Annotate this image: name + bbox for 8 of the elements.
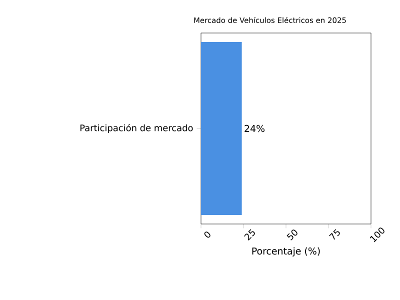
x-tick-label: 75 <box>328 229 340 240</box>
x-axis-title: Porcentaje (%) <box>252 247 320 256</box>
x-tick-label: 0 <box>204 232 210 238</box>
data-label: 24% <box>244 124 265 132</box>
x-tick-label: 50 <box>286 230 298 240</box>
y-tick-label: Participación de mercado <box>80 124 193 134</box>
x-tick-label: 100 <box>370 228 384 242</box>
x-tick-label: 25 <box>244 229 255 240</box>
